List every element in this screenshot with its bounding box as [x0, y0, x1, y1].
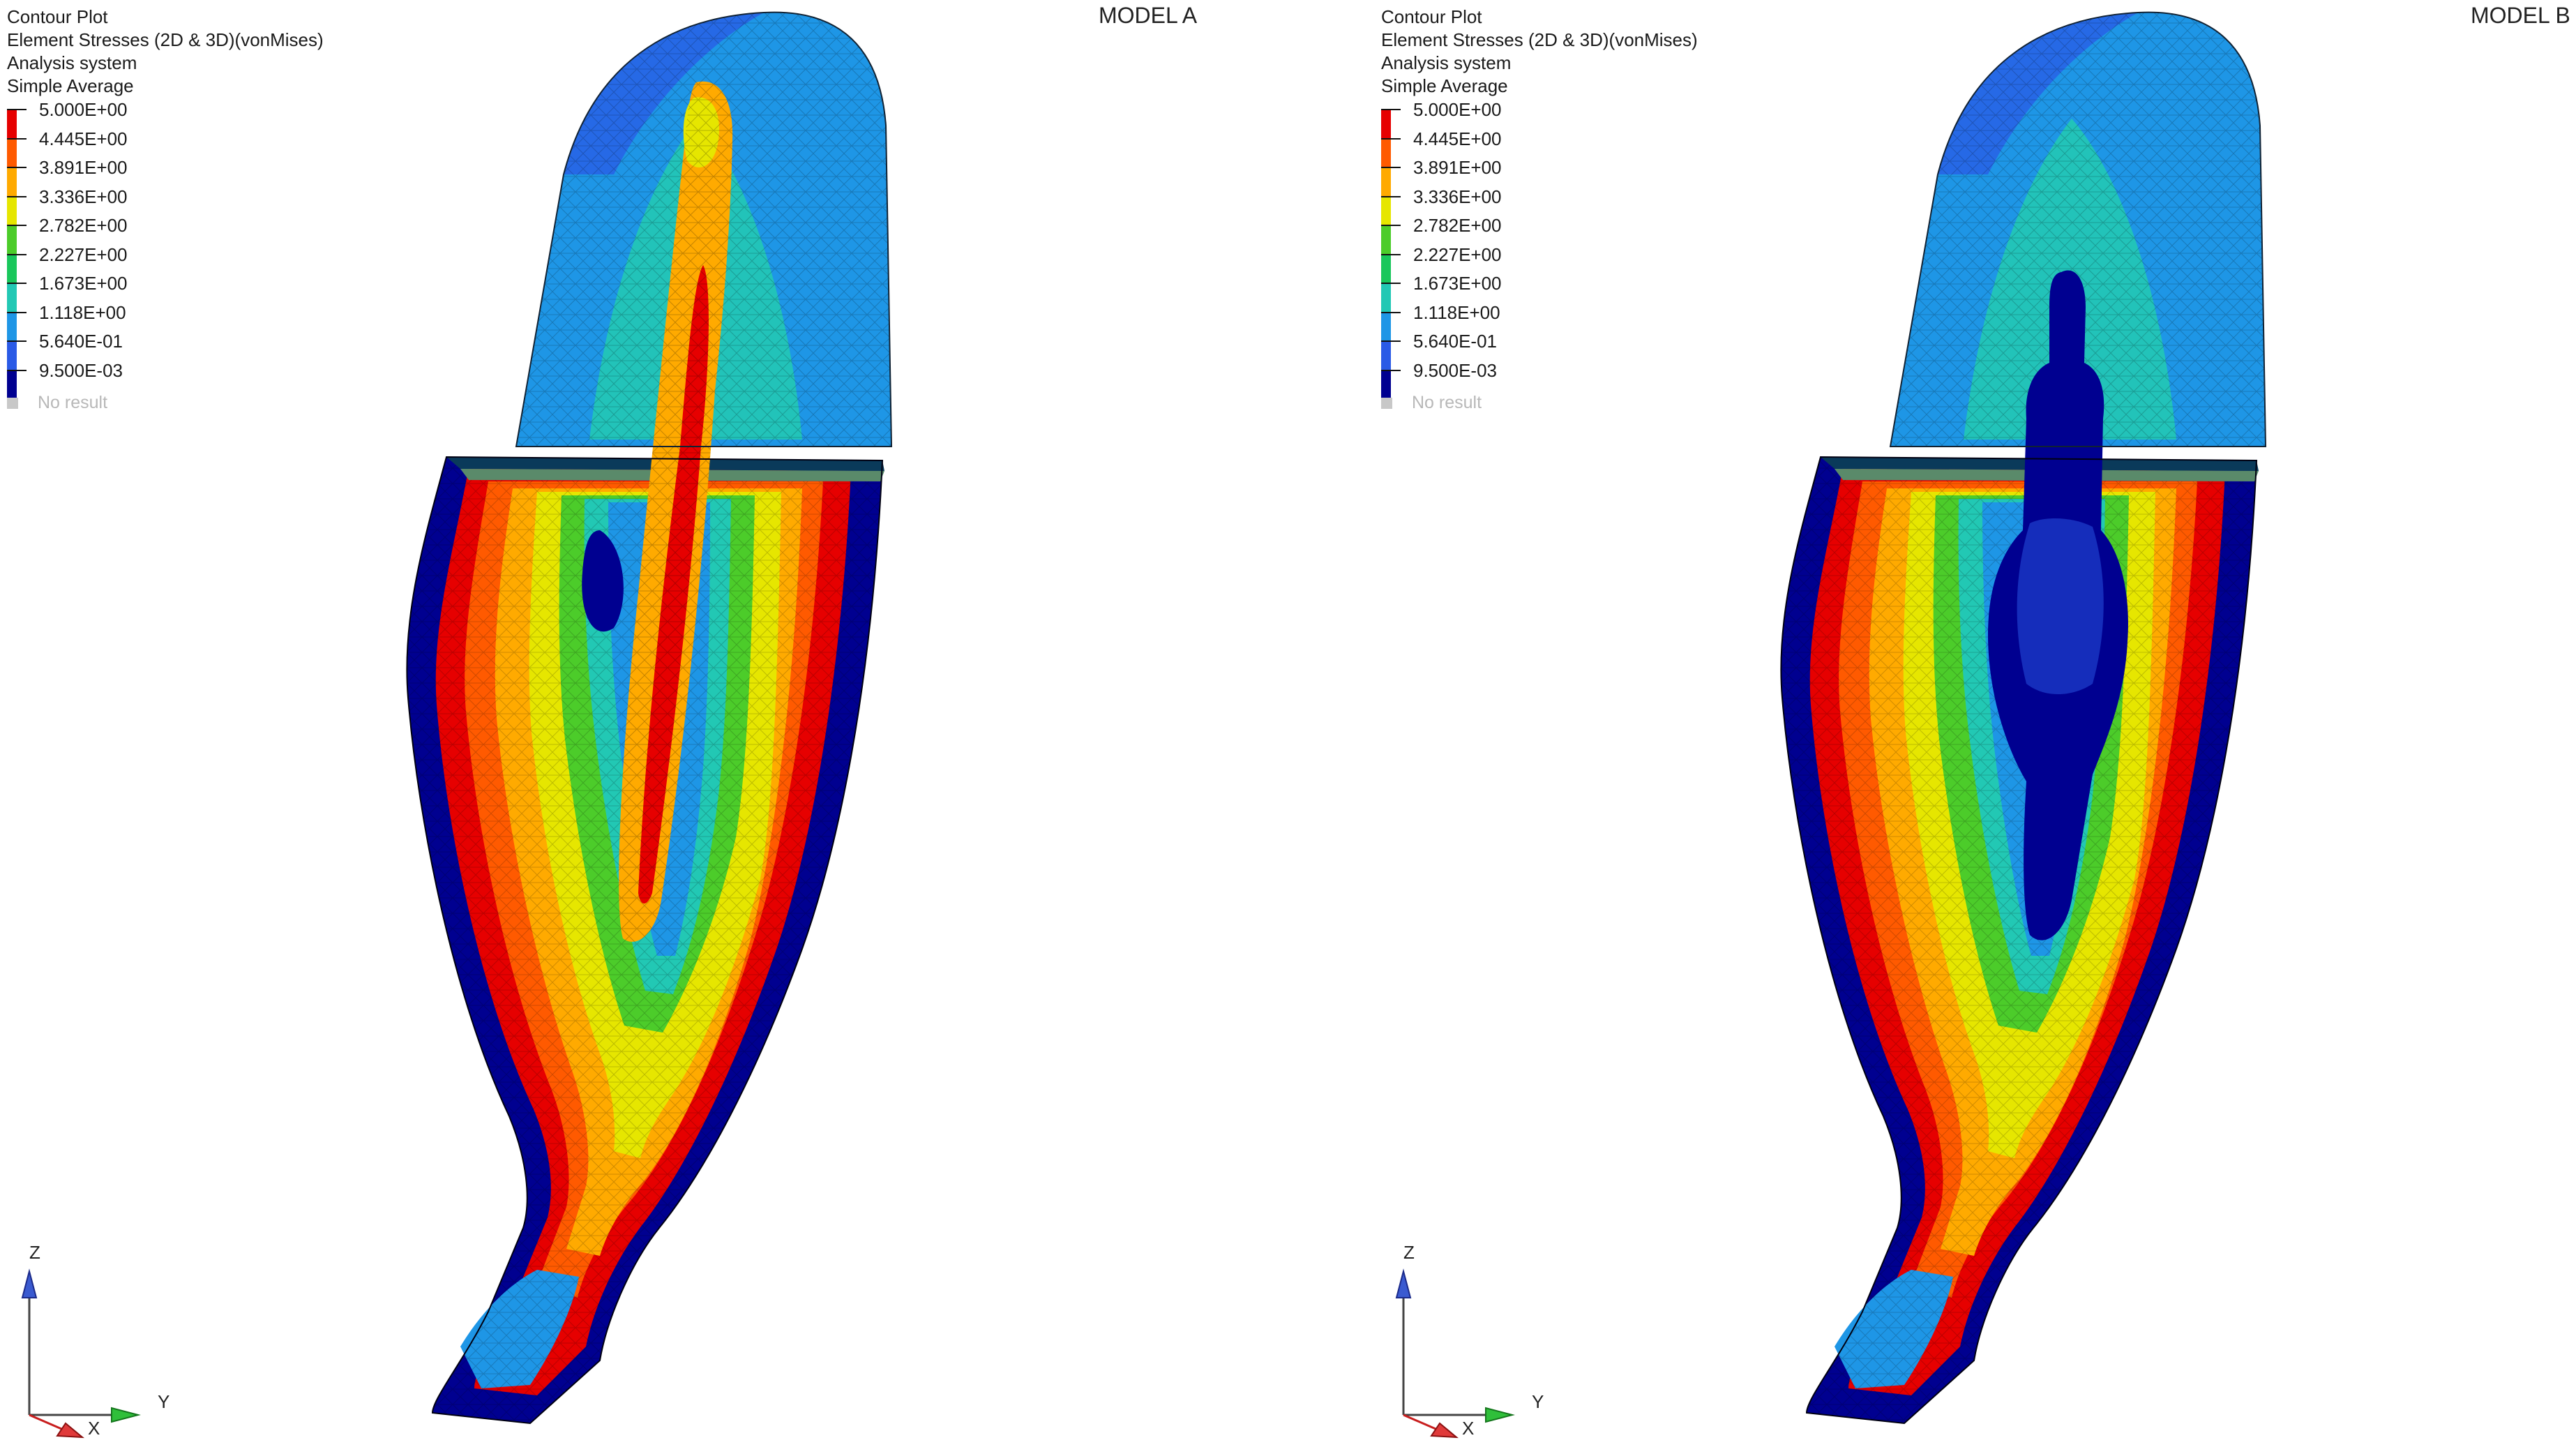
legend-swatch — [1381, 225, 1391, 254]
no-result-swatch — [1381, 398, 1392, 410]
legend-swatch — [7, 109, 17, 138]
legend-tick — [1381, 283, 1401, 284]
axis-triad: Z Y X — [14, 1235, 195, 1444]
stress-model-render — [406, 11, 893, 1425]
legend-value: 2.782E+00 — [39, 215, 128, 236]
legend-value: 5.640E-01 — [1413, 331, 1497, 352]
legend-tick — [1381, 109, 1401, 110]
legend-swatch — [7, 137, 17, 167]
contour-plot-header: Contour Plot Element Stresses (2D & 3D)(… — [1381, 6, 1698, 98]
contour-plot-header: Contour Plot Element Stresses (2D & 3D)(… — [7, 6, 324, 98]
legend-swatch — [7, 253, 17, 283]
z-axis-label: Z — [29, 1242, 40, 1263]
legend-swatch — [1381, 137, 1391, 167]
header-line-result-type: Element Stresses (2D & 3D)(vonMises) — [1381, 29, 1698, 50]
legend-swatch — [1381, 369, 1391, 398]
legend-tick — [7, 225, 27, 226]
legend-value: 3.891E+00 — [1413, 157, 1502, 178]
no-result-label: No result — [1412, 393, 1482, 412]
no-result-entry: No result — [7, 393, 107, 413]
legend-value: 9.500E-03 — [1413, 359, 1497, 381]
legend-tick — [1381, 369, 1401, 371]
legend-swatch — [1381, 195, 1391, 225]
legend-swatch — [1381, 283, 1391, 312]
x-axis-label: X — [1462, 1418, 1475, 1439]
legend-swatch — [1381, 109, 1391, 138]
model-title: MODEL A — [1099, 3, 1198, 28]
model-a-panel: Contour Plot Element Stresses (2D & 3D)(… — [7, 3, 1198, 1444]
header-line-result-type: Element Stresses (2D & 3D)(vonMises) — [7, 29, 324, 50]
axis-triad: Z Y X — [1388, 1235, 1569, 1444]
legend-swatch — [7, 311, 17, 340]
header-line-plot-type: Contour Plot — [1381, 6, 1482, 27]
legend-value: 3.336E+00 — [1413, 186, 1502, 207]
legend-tick — [7, 137, 27, 140]
model-b-panel: Contour Plot Element Stresses (2D & 3D)(… — [1374, 0, 2576, 1454]
legend-tick — [7, 167, 27, 168]
header-line-system: Analysis system — [7, 52, 137, 73]
y-axis-label: Y — [158, 1391, 170, 1412]
legend-value: 4.445E+00 — [39, 128, 128, 149]
legend-value: 5.000E+00 — [39, 99, 128, 120]
x-axis-arrow-icon — [56, 1422, 84, 1439]
legend-value: 2.782E+00 — [1413, 215, 1502, 236]
legend-swatch — [1381, 311, 1391, 340]
no-result-entry: No result — [1381, 393, 1482, 413]
legend-value: 2.227E+00 — [1413, 243, 1502, 265]
legend-tick — [7, 253, 27, 255]
legend-value: 2.227E+00 — [39, 243, 128, 265]
legend-swatch — [1381, 340, 1391, 370]
legend-tick — [7, 109, 27, 110]
legend-tick — [1381, 195, 1401, 197]
legend-value: 1.673E+00 — [39, 273, 128, 294]
z-axis-arrow-icon — [21, 1268, 38, 1298]
axis-triad-graphic — [21, 1268, 141, 1439]
legend-swatch — [7, 340, 17, 370]
legend-value: 9.500E-03 — [39, 359, 123, 381]
model-title: MODEL B — [2471, 3, 2570, 28]
legend-value: 1.118E+00 — [1413, 301, 1500, 323]
legend-swatch — [7, 167, 17, 196]
legend-tick — [7, 340, 27, 342]
legend-value: 1.118E+00 — [39, 301, 126, 323]
x-axis-arrow-icon — [1430, 1422, 1459, 1439]
header-line-plot-type: Contour Plot — [7, 6, 108, 27]
legend-swatch — [7, 195, 17, 225]
no-result-label: No result — [38, 393, 108, 412]
legend-swatch — [1381, 167, 1391, 196]
y-axis-arrow-icon — [1485, 1407, 1515, 1423]
legend-value: 5.640E-01 — [39, 331, 123, 352]
y-axis-arrow-icon — [111, 1407, 141, 1423]
legend-tick — [1381, 137, 1401, 140]
no-result-swatch — [7, 398, 18, 410]
legend-tick — [7, 311, 27, 313]
legend-swatch — [7, 225, 17, 254]
legend-swatch — [7, 283, 17, 312]
legend-swatch — [1381, 253, 1391, 283]
header-line-averaging: Simple Average — [7, 75, 134, 96]
legend-value: 1.673E+00 — [1413, 273, 1502, 294]
legend-value: 4.445E+00 — [1413, 128, 1502, 149]
legend-tick — [1381, 225, 1401, 226]
legend-tick — [1381, 340, 1401, 342]
y-axis-label: Y — [1532, 1391, 1544, 1412]
legend-tick — [7, 195, 27, 197]
legend-tick — [7, 283, 27, 284]
z-axis-arrow-icon — [1395, 1268, 1412, 1298]
legend-tick — [1381, 311, 1401, 313]
legend-value: 3.336E+00 — [39, 186, 128, 207]
legend-value: 5.000E+00 — [1413, 99, 1502, 120]
axis-triad-graphic — [1395, 1268, 1515, 1439]
legend-swatch — [7, 369, 17, 398]
header-line-averaging: Simple Average — [1381, 75, 1508, 96]
legend-tick — [1381, 253, 1401, 255]
legend-tick — [7, 369, 27, 371]
x-axis-label: X — [88, 1418, 100, 1439]
stress-model-render — [1780, 11, 2267, 1425]
header-line-system: Analysis system — [1381, 52, 1512, 73]
legend-tick — [1381, 167, 1401, 168]
z-axis-label: Z — [1403, 1242, 1415, 1263]
legend-value: 3.891E+00 — [39, 157, 128, 178]
